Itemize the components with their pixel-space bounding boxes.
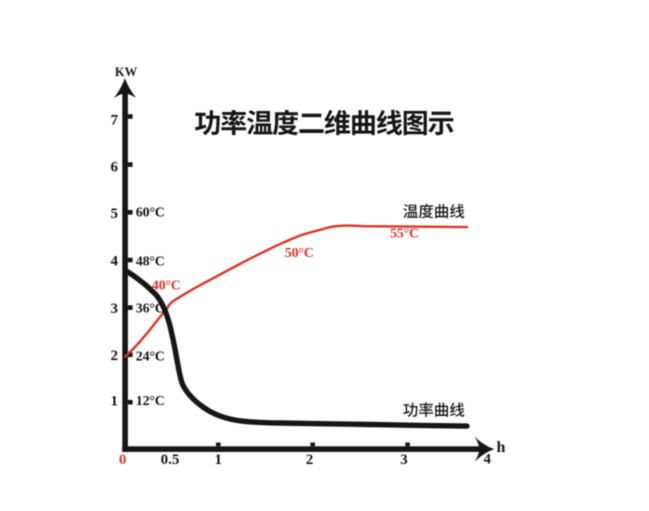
svg-text:5: 5 [111, 206, 119, 222]
svg-text:4: 4 [111, 253, 119, 269]
svg-text:2: 2 [306, 452, 314, 468]
svg-text:6: 6 [111, 159, 119, 175]
svg-text:48°C: 48°C [136, 254, 165, 269]
svg-text:40°C: 40°C [152, 278, 181, 293]
svg-text:2: 2 [111, 348, 119, 364]
svg-text:3: 3 [400, 452, 408, 468]
svg-text:0.5: 0.5 [161, 452, 180, 468]
svg-text:1: 1 [111, 393, 119, 409]
svg-text:KW: KW [115, 65, 138, 79]
svg-text:24°C: 24°C [136, 350, 165, 365]
svg-text:3: 3 [111, 301, 119, 317]
svg-text:0: 0 [119, 452, 127, 468]
svg-text:60°C: 60°C [136, 205, 165, 220]
svg-text:4: 4 [484, 451, 492, 467]
svg-text:50°C: 50°C [285, 246, 314, 261]
svg-text:h: h [497, 439, 506, 456]
svg-text:12°C: 12°C [136, 394, 165, 409]
svg-text:1: 1 [215, 452, 223, 468]
svg-text:7: 7 [111, 112, 119, 128]
svg-text:55°C: 55°C [390, 226, 419, 241]
svg-text:36°C: 36°C [136, 301, 165, 316]
